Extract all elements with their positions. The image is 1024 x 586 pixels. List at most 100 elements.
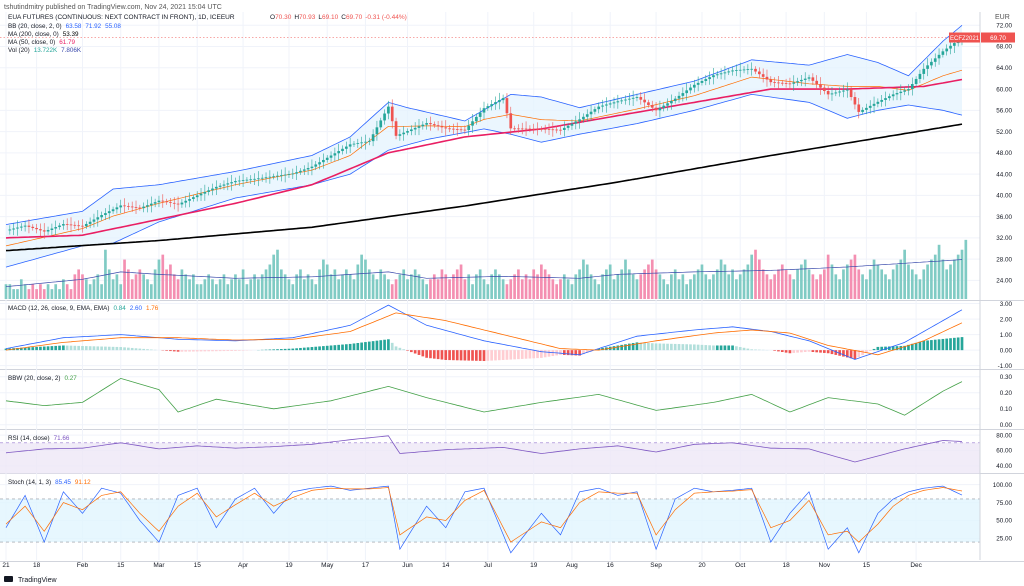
candle-body xyxy=(884,98,887,100)
volume-bar xyxy=(849,259,853,299)
macd-histogram-bar xyxy=(23,347,27,351)
volume-bar xyxy=(84,279,88,299)
volume-bar xyxy=(138,269,142,299)
bbw-legend: BBW (20, close, 2) 0.27 xyxy=(8,375,77,382)
candle-body xyxy=(23,225,27,227)
volume-bar xyxy=(279,269,283,299)
macd-histogram-bar xyxy=(731,345,734,351)
x-tick-label: Aug xyxy=(566,562,578,569)
ohlc-h_label: H xyxy=(294,14,299,21)
volume-bar xyxy=(880,269,884,299)
candle-body xyxy=(627,98,631,100)
volume-bar xyxy=(360,254,363,299)
x-tick-label: Nov xyxy=(819,562,831,569)
candle-body xyxy=(784,83,788,84)
volume-bar xyxy=(398,274,402,299)
volume-bar xyxy=(211,279,214,299)
indicator-value: 53.39 xyxy=(63,31,79,38)
x-tick-label: May xyxy=(321,562,334,569)
volume-bar xyxy=(218,279,222,299)
macd-histogram-bar xyxy=(379,340,383,351)
macd-histogram-bar xyxy=(73,345,77,351)
candle-body xyxy=(406,131,409,133)
candle-body xyxy=(58,225,61,228)
candle-body xyxy=(505,98,509,114)
candle-body xyxy=(513,128,516,130)
volume-bar xyxy=(39,284,42,299)
macd-histogram-bar xyxy=(612,346,616,351)
macd-histogram-bar xyxy=(199,350,203,352)
volume-bar xyxy=(149,284,153,299)
macd-histogram-bar xyxy=(830,350,834,355)
macd-histogram-bar xyxy=(903,345,906,351)
candle-body xyxy=(39,229,42,231)
rsi-axis-tick-label: 80.00 xyxy=(996,432,1012,439)
macd-histogram-bar xyxy=(134,348,138,351)
price-axis-tick-label: 32.00 xyxy=(996,235,1012,242)
candle-body xyxy=(482,108,486,113)
volume-bar xyxy=(700,264,704,299)
macd-histogram-bar xyxy=(627,343,631,351)
candle-body xyxy=(352,143,356,145)
macd-histogram-bar xyxy=(654,343,658,351)
volume-bar xyxy=(387,279,390,299)
macd-histogram-bar xyxy=(410,350,413,353)
candle-body xyxy=(589,111,593,115)
candle-body xyxy=(494,102,497,105)
candle-body xyxy=(624,99,627,101)
volume-bar xyxy=(475,274,478,299)
candle-body xyxy=(413,127,417,130)
candle-body xyxy=(803,78,807,80)
volume-bar xyxy=(612,279,616,299)
candle-body xyxy=(421,124,425,127)
candle-body xyxy=(845,89,849,91)
macd-histogram-bar xyxy=(876,346,880,351)
volume-bar xyxy=(960,249,964,299)
volume-bar xyxy=(27,289,31,299)
candle-body xyxy=(104,213,107,216)
macd-histogram-bar xyxy=(463,350,467,361)
candle-body xyxy=(165,201,168,203)
volume-bar xyxy=(631,274,635,299)
candle-body xyxy=(612,102,616,104)
macd-histogram-bar xyxy=(19,347,23,351)
volume-bar xyxy=(926,264,929,299)
volume-bar xyxy=(299,269,302,299)
volume-bar xyxy=(964,239,968,299)
volume-bar xyxy=(757,259,761,299)
macd-histogram-bar xyxy=(425,350,428,358)
macd-histogram-bar xyxy=(857,350,861,358)
candle-body xyxy=(455,129,459,130)
volume-bar xyxy=(654,269,658,299)
candle-body xyxy=(459,129,463,131)
candle-body xyxy=(157,200,161,203)
macd-histogram-bar xyxy=(440,350,444,360)
volume-bar xyxy=(559,279,562,299)
volume-bar xyxy=(819,274,822,299)
volume-bar xyxy=(19,279,23,299)
volume-bar xyxy=(899,259,903,299)
volume-bar xyxy=(677,279,681,299)
volume-bar xyxy=(834,274,838,299)
candle-body xyxy=(742,69,746,71)
volume-bar xyxy=(146,279,149,299)
volume-bar xyxy=(31,284,35,299)
candle-body xyxy=(19,226,23,228)
volume-bar xyxy=(207,274,211,299)
macd-histogram-bar xyxy=(784,350,788,353)
volume-bar xyxy=(769,279,773,299)
candle-body xyxy=(685,90,689,94)
candle-body xyxy=(608,103,612,105)
stoch-value: 85.45 xyxy=(55,479,71,486)
candle-body xyxy=(467,125,471,130)
volume-bar xyxy=(467,274,471,299)
x-tick-label: Oct xyxy=(735,562,745,569)
candle-body xyxy=(123,205,126,207)
candle-body xyxy=(230,182,233,184)
macd-histogram-bar xyxy=(211,350,214,352)
x-tick-label: Feb xyxy=(77,562,89,569)
volume-bar xyxy=(922,269,926,299)
candle-body xyxy=(578,119,581,122)
volume-bar xyxy=(627,269,631,299)
candle-body xyxy=(822,87,826,92)
